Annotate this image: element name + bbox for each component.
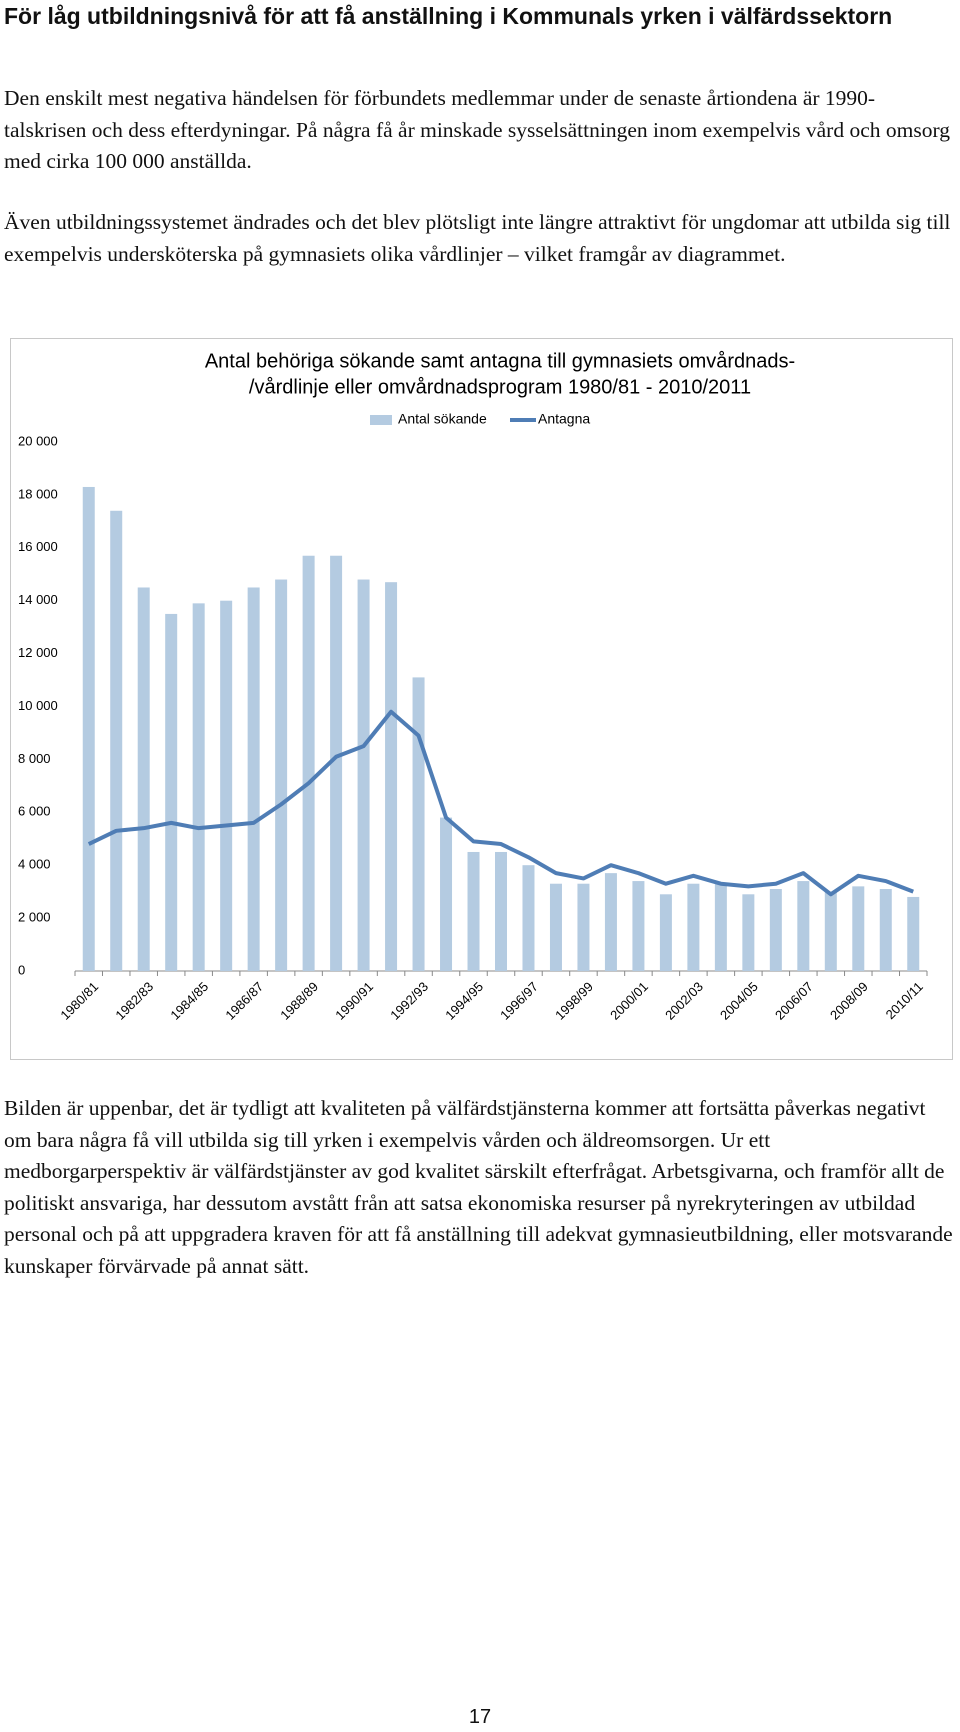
bar — [824, 891, 837, 971]
y-tick-label: 0 — [18, 962, 25, 977]
paragraph: Den enskilt mest negativa händelsen för … — [4, 86, 950, 173]
bar — [137, 587, 150, 971]
y-tick-label: 14 000 — [18, 592, 58, 607]
chart-frame — [10, 338, 953, 1060]
chart-title: /vårdlinje eller omvårdnadsprogram 1980/… — [249, 376, 751, 398]
y-tick-label: 6 000 — [18, 804, 51, 819]
bar — [110, 510, 123, 971]
bar — [247, 587, 260, 971]
y-tick-label: 20 000 — [18, 433, 58, 448]
bar — [220, 600, 233, 971]
legend-swatch — [370, 415, 392, 425]
bar — [604, 873, 617, 971]
legend-label: Antagna — [538, 411, 590, 427]
bar — [907, 896, 920, 971]
bar — [495, 851, 507, 971]
y-tick-label: 8 000 — [18, 751, 51, 766]
legend-label: Antal sökande — [398, 411, 487, 427]
line — [87, 709, 914, 897]
bar — [357, 579, 370, 971]
bar — [467, 851, 480, 971]
y-tick-label: 12 000 — [18, 645, 58, 660]
bar — [549, 883, 562, 971]
bar — [522, 865, 535, 971]
bar — [192, 603, 205, 971]
bar — [412, 677, 425, 971]
bar — [879, 889, 892, 971]
bar — [632, 881, 645, 971]
bar — [302, 555, 315, 971]
bar — [82, 486, 95, 971]
y-tick-label: 2 000 — [18, 910, 51, 925]
page-number: 17 — [468, 1706, 492, 1728]
bar — [797, 881, 810, 971]
bar — [687, 883, 700, 971]
bar — [577, 883, 590, 971]
bar — [714, 883, 727, 971]
paragraph: Bilden är uppenbar, det är tydligt att k… — [4, 1096, 953, 1278]
bar — [742, 894, 755, 971]
bar — [385, 582, 398, 971]
bar — [659, 894, 672, 971]
y-tick-label: 4 000 — [18, 857, 51, 872]
paragraph: Även utbildningssystemet ändrades och de… — [4, 210, 951, 266]
bar — [440, 817, 453, 971]
bar — [769, 889, 782, 971]
y-tick-label: 10 000 — [18, 698, 58, 713]
bar — [275, 579, 288, 971]
bar — [852, 886, 865, 971]
heading: För låg utbildningsnivå för att få anstä… — [4, 3, 893, 29]
bar — [330, 555, 343, 971]
bar — [165, 613, 178, 971]
chart: Antal behöriga sökande samt antagna till… — [10, 338, 953, 1060]
chart-title: Antal behöriga sökande samt antagna till… — [205, 350, 795, 372]
y-tick-label: 16 000 — [18, 539, 58, 554]
y-tick-label: 18 000 — [18, 486, 58, 501]
